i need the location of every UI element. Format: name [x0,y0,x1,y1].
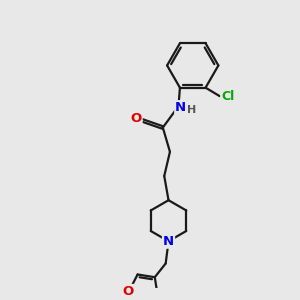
Text: O: O [123,285,134,298]
Text: N: N [175,101,186,114]
Text: O: O [130,112,142,125]
Text: Cl: Cl [221,90,234,103]
Text: N: N [163,235,174,248]
Text: H: H [187,105,196,115]
